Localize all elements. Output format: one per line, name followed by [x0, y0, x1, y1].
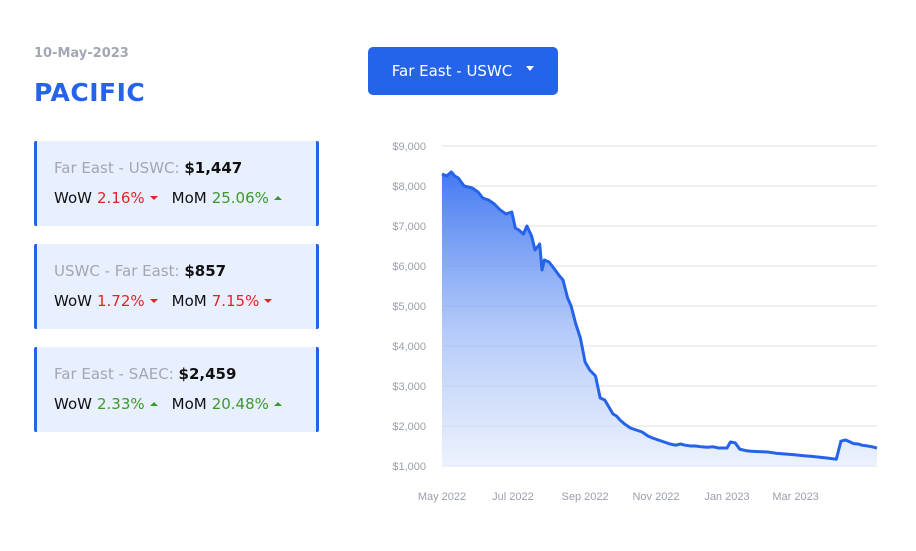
mom-label: MoM [171, 395, 207, 413]
route-card-title: Far East - USWC: $1,447 [54, 159, 242, 177]
report-date: 10-May-2023 [34, 46, 129, 61]
trend-up-icon [149, 402, 158, 406]
y-tick-label: $8,000 [392, 181, 426, 193]
route-card-uswc-far-east: USWC - Far East: $857 WoW 1.72% MoM 7.15… [34, 244, 319, 329]
wow-value: 2.16% [96, 189, 145, 207]
y-tick-label: $2,000 [392, 421, 426, 433]
rate-history-chart: $9,000 $8,000 $7,000 $6,000 $5,000 $4,000 $3,0… [392, 141, 878, 503]
x-tick-label: May 2022 [418, 491, 466, 503]
route-card-stats: WoW 1.72% MoM 7.15% [54, 292, 273, 310]
trend-down-icon [149, 299, 158, 303]
route-dropdown-label: Far East - USWC [391, 62, 513, 80]
trend-up-icon [273, 402, 282, 406]
series-area [442, 172, 877, 466]
route-name: Far East - USWC: [54, 159, 180, 177]
trend-up-icon [273, 196, 282, 200]
y-tick-label: $5,000 [392, 301, 426, 313]
trend-down-icon [149, 196, 158, 200]
route-card-stats: WoW 2.16% MoM 25.06% [54, 189, 282, 207]
route-price: $1,447 [184, 159, 243, 177]
mom-value: 20.48% [211, 395, 269, 413]
route-price: $857 [184, 262, 227, 280]
x-tick-label: Jan 2023 [704, 491, 749, 503]
region-title: PACIFIC [34, 78, 146, 107]
series-line [441, 170, 878, 461]
mom-label: MoM [171, 292, 207, 310]
caret-down-icon [526, 65, 535, 71]
trend-down-icon [264, 299, 273, 303]
wow-label: WoW [54, 395, 92, 413]
y-tick-label: $6,000 [392, 261, 426, 273]
mom-value: 7.15% [211, 292, 260, 310]
y-tick-label: $7,000 [392, 221, 426, 233]
x-tick-label: Sep 2022 [562, 491, 609, 503]
route-price: $2,459 [178, 365, 237, 383]
route-card-far-east-saec: Far East - SAEC: $2,459 WoW 2.33% MoM 20… [34, 347, 319, 432]
y-axis: $9,000 $8,000 $7,000 $6,000 $5,000 $4,000 $3,0… [392, 141, 426, 473]
route-name: USWC - Far East: [54, 262, 180, 280]
route-card-title: USWC - Far East: $857 [54, 262, 226, 280]
x-tick-label: Jul 2022 [492, 491, 534, 503]
wow-label: WoW [54, 292, 92, 310]
mom-label: MoM [171, 189, 207, 207]
route-card-title: Far East - SAEC: $2,459 [54, 365, 236, 383]
route-dropdown[interactable]: Far East - USWC [368, 47, 558, 95]
x-axis: May 2022 Jul 2022 Sep 2022 Nov 2022 Jan 2023… [418, 491, 819, 503]
route-card-far-east-uswc: Far East - USWC: $1,447 WoW 2.16% MoM 25… [34, 141, 319, 226]
y-tick-label: $3,000 [392, 381, 426, 393]
route-name: Far East - SAEC: [54, 365, 174, 383]
mom-value: 25.06% [211, 189, 269, 207]
wow-label: WoW [54, 189, 92, 207]
wow-value: 1.72% [96, 292, 145, 310]
x-tick-label: Mar 2023 [772, 491, 818, 503]
y-tick-label: $9,000 [392, 141, 426, 153]
x-tick-label: Nov 2022 [632, 491, 679, 503]
y-tick-label: $4,000 [392, 341, 426, 353]
route-card-stats: WoW 2.33% MoM 20.48% [54, 395, 282, 413]
y-tick-label: $1,000 [392, 461, 426, 473]
wow-value: 2.33% [96, 395, 145, 413]
